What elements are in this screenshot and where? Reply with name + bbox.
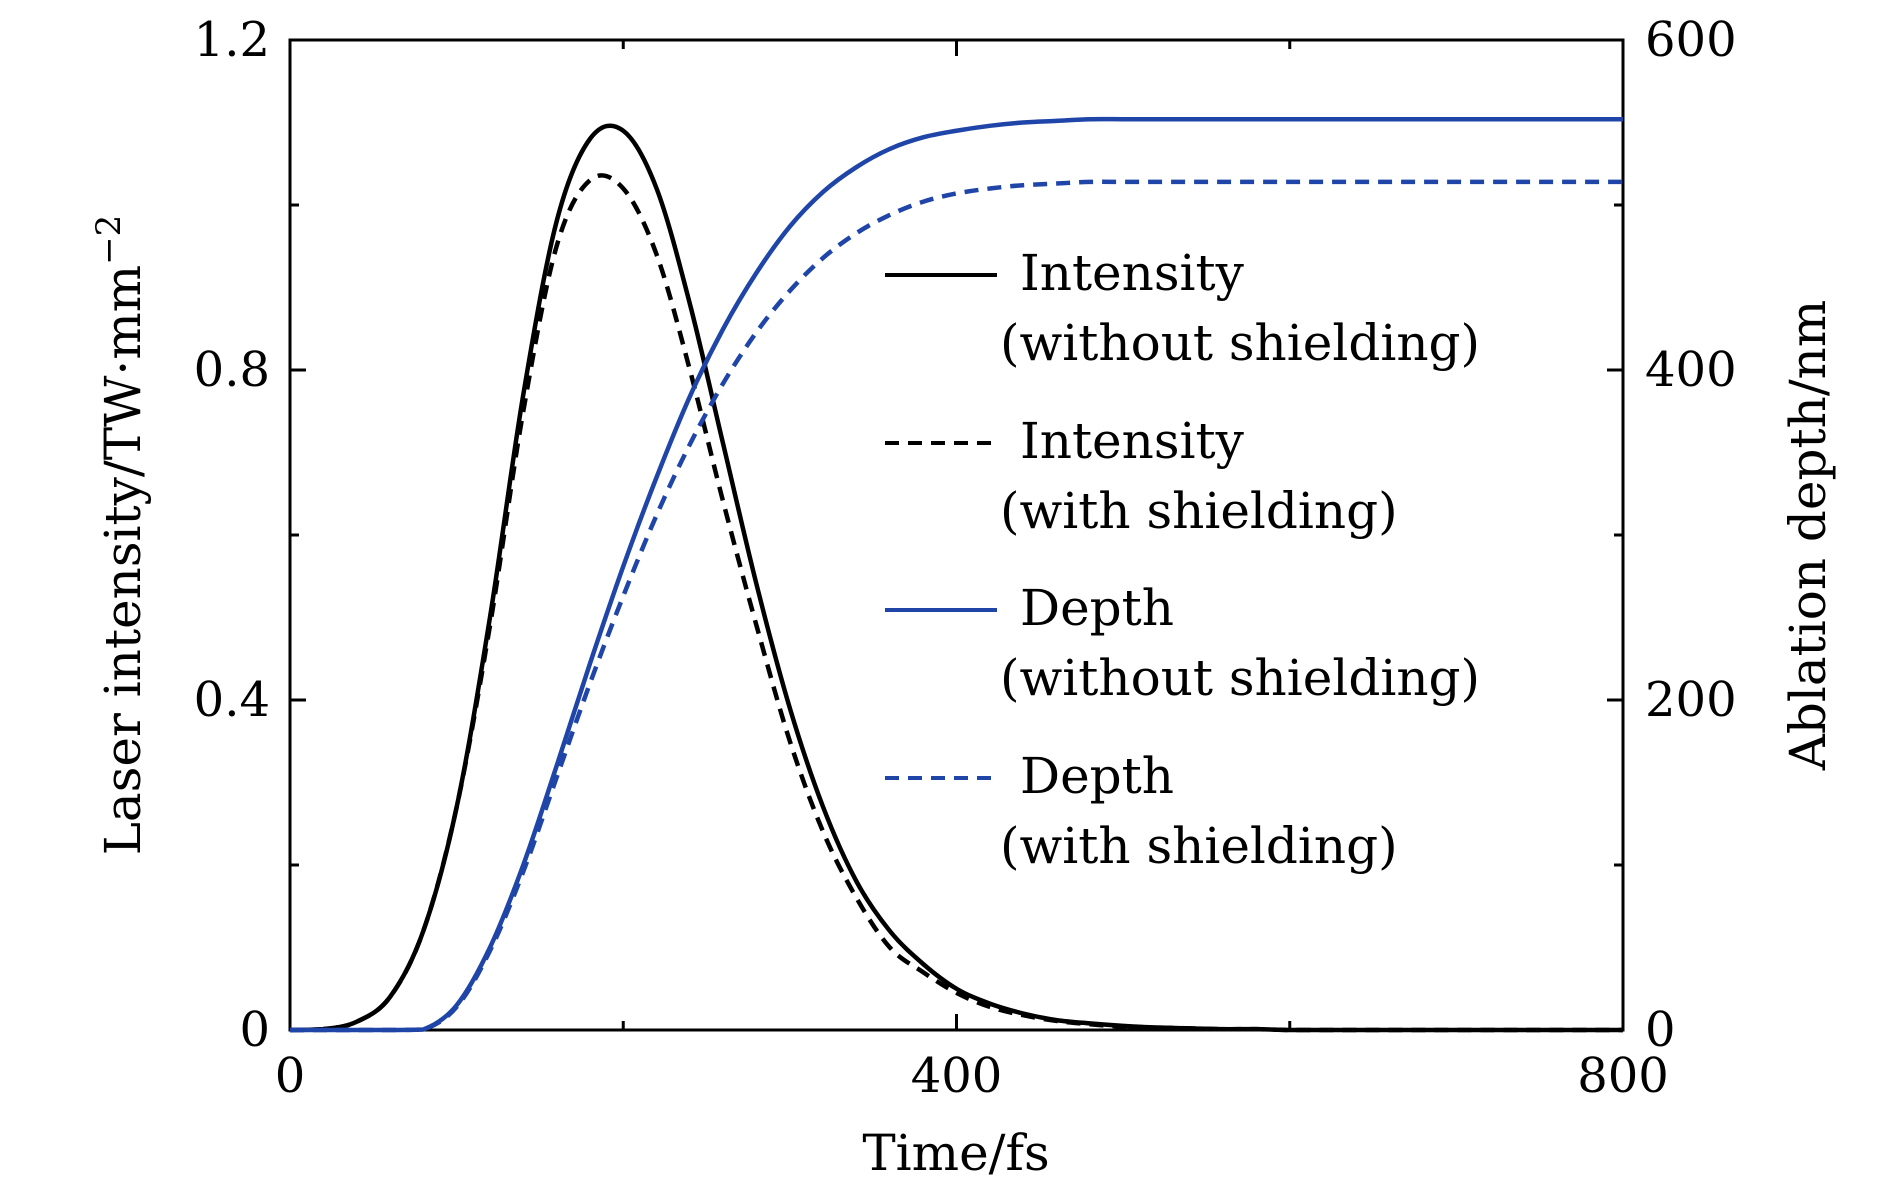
legend: Intensity (without shielding) Intensity … <box>885 244 1480 875</box>
x-tick-label: 800 <box>1577 1048 1669 1104</box>
y-right-tick-label: 0 <box>1645 1002 1676 1058</box>
series-layer <box>289 116 1623 1033</box>
y-right-tick-label: 200 <box>1645 672 1737 728</box>
y-right-tick-label: 400 <box>1645 342 1737 398</box>
legend-sublabel: (with shielding) <box>1000 817 1398 875</box>
legend-label: Depth <box>1020 579 1174 637</box>
legend-sublabel: (without shielding) <box>1000 649 1480 707</box>
y-right-axis-title: Ablation depth/nm <box>1779 300 1837 772</box>
intensity-with-shielding-line <box>289 173 1623 1033</box>
legend-label: Intensity <box>1020 244 1245 302</box>
y-left-tick-label: 1.2 <box>194 12 270 68</box>
plot-frame <box>288 38 1625 1032</box>
y-right-tick-label: 600 <box>1645 12 1737 68</box>
legend-label: Depth <box>1020 747 1174 805</box>
legend-item-intensity-without: Intensity (without shielding) <box>885 244 1480 372</box>
legend-item-intensity-with: Intensity (with shielding) <box>885 412 1398 540</box>
y-left-axis-title: Laser intensity/TW·mm−2 <box>89 215 152 856</box>
legend-label: Intensity <box>1020 412 1245 470</box>
intensity-without-shielding-line <box>289 123 1623 1033</box>
legend-item-depth-with: Depth (with shielding) <box>885 747 1398 875</box>
x-tick-label: 0 <box>275 1048 306 1104</box>
depth-without-shielding-line <box>290 116 1623 1033</box>
y-left-tick-label: 0 <box>239 1002 270 1058</box>
y-left-tick-label: 0.4 <box>194 672 270 728</box>
y-left-tick-label: 0.8 <box>194 342 270 398</box>
legend-sublabel: (without shielding) <box>1000 314 1480 372</box>
legend-sublabel: (with shielding) <box>1000 482 1398 540</box>
x-axis-title: Time/fs <box>862 1124 1049 1182</box>
depth-with-shielding-line <box>290 179 1623 1033</box>
x-tick-label: 400 <box>911 1048 1003 1104</box>
legend-item-depth-without: Depth (without shielding) <box>885 579 1480 707</box>
y-left-axis-title-exponent: −2 <box>89 215 129 265</box>
y-left-axis-title-text: Laser intensity/TW·mm <box>94 265 152 855</box>
